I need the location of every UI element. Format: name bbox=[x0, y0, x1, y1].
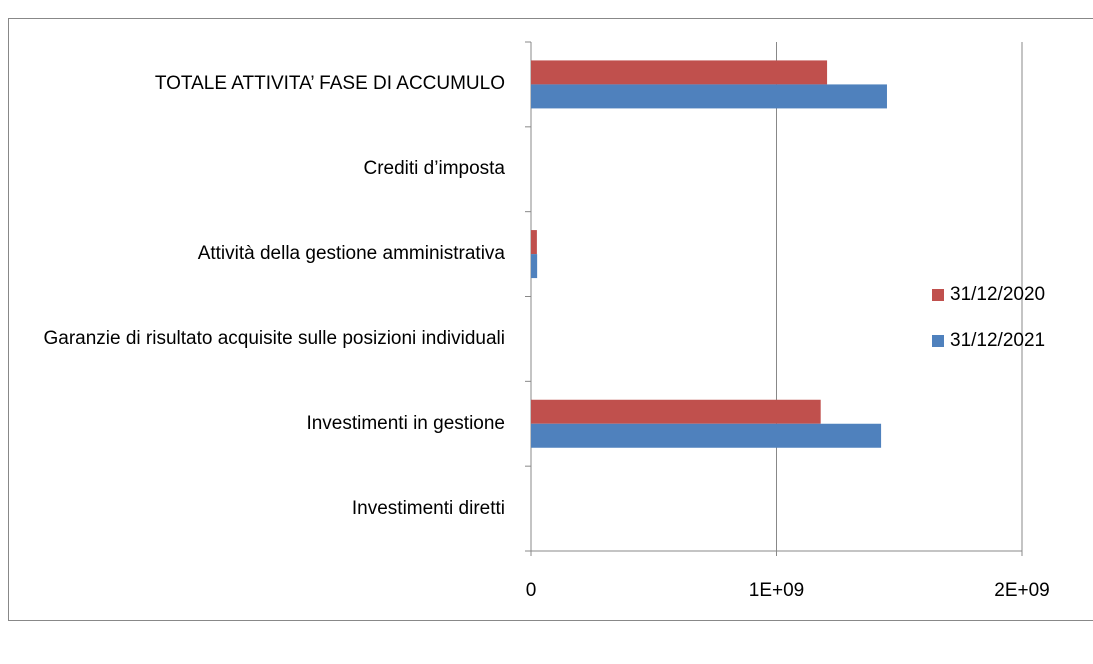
legend-label: 31/12/2021 bbox=[950, 330, 1045, 351]
category-label-box: Investimenti diretti bbox=[35, 469, 505, 549]
category-label-box: Investimenti in gestione bbox=[35, 384, 505, 464]
category-label-box: Crediti d’imposta bbox=[35, 129, 506, 209]
bar bbox=[531, 60, 828, 85]
legend-swatch bbox=[932, 289, 944, 301]
bar bbox=[531, 254, 538, 279]
bar bbox=[531, 230, 537, 255]
category-label-box: TOTALE ATTIVITA’ FASE DI ACCUMULO bbox=[35, 44, 505, 124]
y-tick-label: Investimenti diretti bbox=[351, 497, 505, 519]
y-tick-label: Attività della gestione amministrativa bbox=[197, 243, 505, 265]
category-label-box: Attività della gestione amministrativa bbox=[35, 214, 505, 294]
x-tick-label: 1E+09 bbox=[749, 580, 804, 601]
legend-swatch bbox=[932, 335, 944, 347]
bar bbox=[531, 84, 887, 109]
y-tick-label: TOTALE ATTIVITA’ FASE DI ACCUMULO bbox=[154, 73, 505, 95]
y-tick-label: Investimenti in gestione bbox=[306, 412, 505, 434]
y-tick-label: Crediti d’imposta bbox=[363, 158, 506, 180]
category-label-box: Garanzie di risultato acquisite sulle po… bbox=[35, 299, 505, 379]
x-tick-label: 0 bbox=[526, 580, 537, 601]
bar bbox=[531, 423, 882, 448]
chart-frame bbox=[8, 18, 1093, 621]
y-tick-label: Garanzie di risultato acquisite sulle po… bbox=[43, 327, 505, 349]
bar bbox=[531, 399, 821, 424]
x-tick-label: 2E+09 bbox=[994, 580, 1049, 601]
legend-label: 31/12/2020 bbox=[950, 284, 1045, 305]
